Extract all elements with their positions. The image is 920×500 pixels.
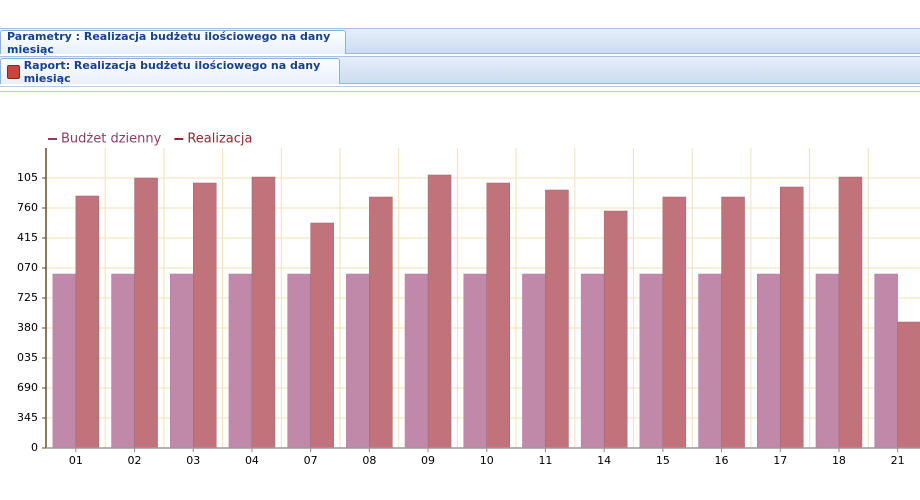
bar [111, 273, 135, 449]
bar [522, 273, 546, 449]
x-tick-label: 15 [656, 454, 670, 467]
legend-label: Realizacja [187, 132, 252, 147]
y-tick-label: 760 [17, 201, 38, 214]
y-tick-label: 380 [17, 321, 38, 334]
x-tick-label: 07 [304, 454, 318, 467]
bar [170, 273, 194, 449]
bar [603, 210, 628, 449]
y-tick-label: 415 [17, 231, 38, 244]
x-tick-label: 01 [69, 454, 83, 467]
report-tab[interactable]: Raport: Realizacja budżetu ilościowego n… [0, 58, 340, 85]
bar [404, 273, 429, 449]
bar [193, 182, 217, 449]
bar [427, 174, 452, 449]
y-tick-label: 345 [17, 411, 38, 424]
x-tick-label: 08 [362, 454, 376, 467]
bar [486, 182, 510, 449]
bar [698, 273, 722, 449]
x-tick-label: 21 [891, 454, 905, 467]
bar [463, 273, 487, 449]
parameters-bar: Parametry : Realizacja budżetu ilościowe… [0, 28, 920, 56]
bar [757, 273, 781, 449]
x-tick-label: 14 [597, 454, 611, 467]
x-tick-label: 11 [538, 454, 552, 467]
legend-label: Budżet dzienny [61, 132, 162, 147]
bar [310, 222, 334, 449]
y-tick-label: 725 [17, 291, 38, 304]
tab-title: Raport: Realizacja budżetu ilościowego n… [23, 58, 321, 85]
bar [580, 273, 605, 449]
x-tick-label: 10 [480, 454, 494, 467]
bar [134, 177, 158, 449]
report-bar: Raport: Realizacja budżetu ilościowego n… [0, 56, 920, 85]
bar [545, 189, 569, 449]
parameters-tab[interactable]: Parametry : Realizacja budżetu ilościowe… [0, 29, 346, 56]
bar [346, 273, 370, 449]
x-tick-label: 03 [186, 454, 200, 467]
y-tick-label: 035 [17, 351, 38, 364]
report-icon [7, 64, 20, 79]
bar [874, 273, 898, 449]
tab-title: Parametry : Realizacja budżetu ilościowe… [7, 29, 331, 56]
bar [287, 273, 311, 449]
y-tick-label: 105 [17, 171, 38, 184]
bar [639, 273, 664, 449]
bar [780, 186, 804, 449]
bar [897, 321, 920, 449]
bar [228, 273, 253, 449]
y-tick-label: 070 [17, 261, 38, 274]
bar [815, 273, 840, 449]
bar [52, 273, 77, 449]
bar [662, 196, 687, 449]
bar [75, 195, 100, 449]
x-tick-label: 17 [773, 454, 787, 467]
bar [721, 196, 745, 449]
x-tick-label: 04 [245, 454, 259, 467]
x-tick-label: 16 [715, 454, 729, 467]
y-tick-label: 0 [31, 441, 38, 454]
separator [0, 86, 920, 92]
x-tick-label: 09 [421, 454, 435, 467]
bar [251, 176, 276, 449]
x-tick-label: 18 [832, 454, 846, 467]
bar [838, 176, 863, 449]
x-tick-label: 02 [128, 454, 142, 467]
y-tick-label: 690 [17, 381, 38, 394]
bar [369, 196, 393, 449]
